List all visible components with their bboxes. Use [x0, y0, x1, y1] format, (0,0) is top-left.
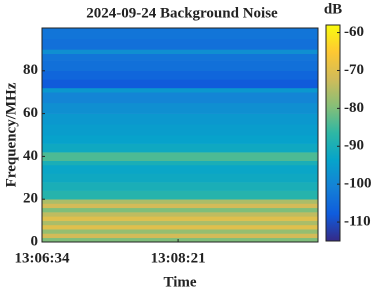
- y-tick-label: 60: [23, 105, 38, 121]
- x-tick-label: 13:06:34: [15, 250, 70, 266]
- x-tick-label: 13:08:21: [151, 250, 206, 266]
- colorbar: [325, 24, 341, 242]
- heat-band: [42, 49, 318, 54]
- heat-band: [42, 113, 318, 125]
- colorbar-tick-label: -60: [344, 24, 364, 40]
- heat-band: [42, 224, 318, 230]
- heat-band: [42, 212, 318, 217]
- heat-band: [42, 182, 318, 191]
- heat-band: [42, 87, 318, 93]
- y-axis-label: Frequency/MHz: [3, 82, 19, 187]
- heat-band: [42, 60, 318, 72]
- y-tick-label: 20: [23, 191, 38, 207]
- heat-band: [42, 199, 318, 204]
- heat-band: [42, 173, 318, 183]
- y-tick-label: 0: [31, 233, 39, 249]
- heat-band: [42, 102, 318, 114]
- colorbar-label: dB: [324, 1, 342, 17]
- heat-band: [42, 28, 318, 39]
- heat-band: [42, 92, 318, 104]
- colorbar-tick-label: -70: [344, 62, 364, 78]
- heat-band: [42, 216, 318, 221]
- y-tick-label: 40: [23, 148, 38, 164]
- heat-band: [42, 70, 318, 80]
- colorbar-tick-label: -80: [344, 100, 364, 116]
- heat-band: [42, 124, 318, 136]
- heat-band: [42, 152, 318, 161]
- heat-band: [42, 160, 318, 166]
- heat-band: [42, 233, 318, 239]
- heat-band: [42, 220, 318, 226]
- heat-band: [42, 229, 318, 234]
- colorbar-tick-label: -100: [344, 176, 372, 192]
- heat-band: [42, 203, 318, 209]
- heat-band: [42, 207, 318, 213]
- plot-frame: [41, 27, 319, 243]
- heat-band: [42, 135, 318, 144]
- colorbar-tick-label: -90: [344, 138, 364, 154]
- colorbar-tick-label: -110: [344, 213, 371, 229]
- heat-band: [42, 143, 318, 153]
- chart-title: 2024-09-24 Background Noise: [86, 5, 278, 21]
- heat-band: [42, 53, 318, 61]
- x-axis-label: Time: [163, 274, 196, 290]
- heat-band: [42, 237, 318, 243]
- heat-band: [42, 164, 318, 174]
- heat-band: [42, 79, 318, 89]
- heat-band: [42, 38, 318, 50]
- y-tick-label: 80: [23, 62, 38, 78]
- heat-band: [42, 190, 318, 200]
